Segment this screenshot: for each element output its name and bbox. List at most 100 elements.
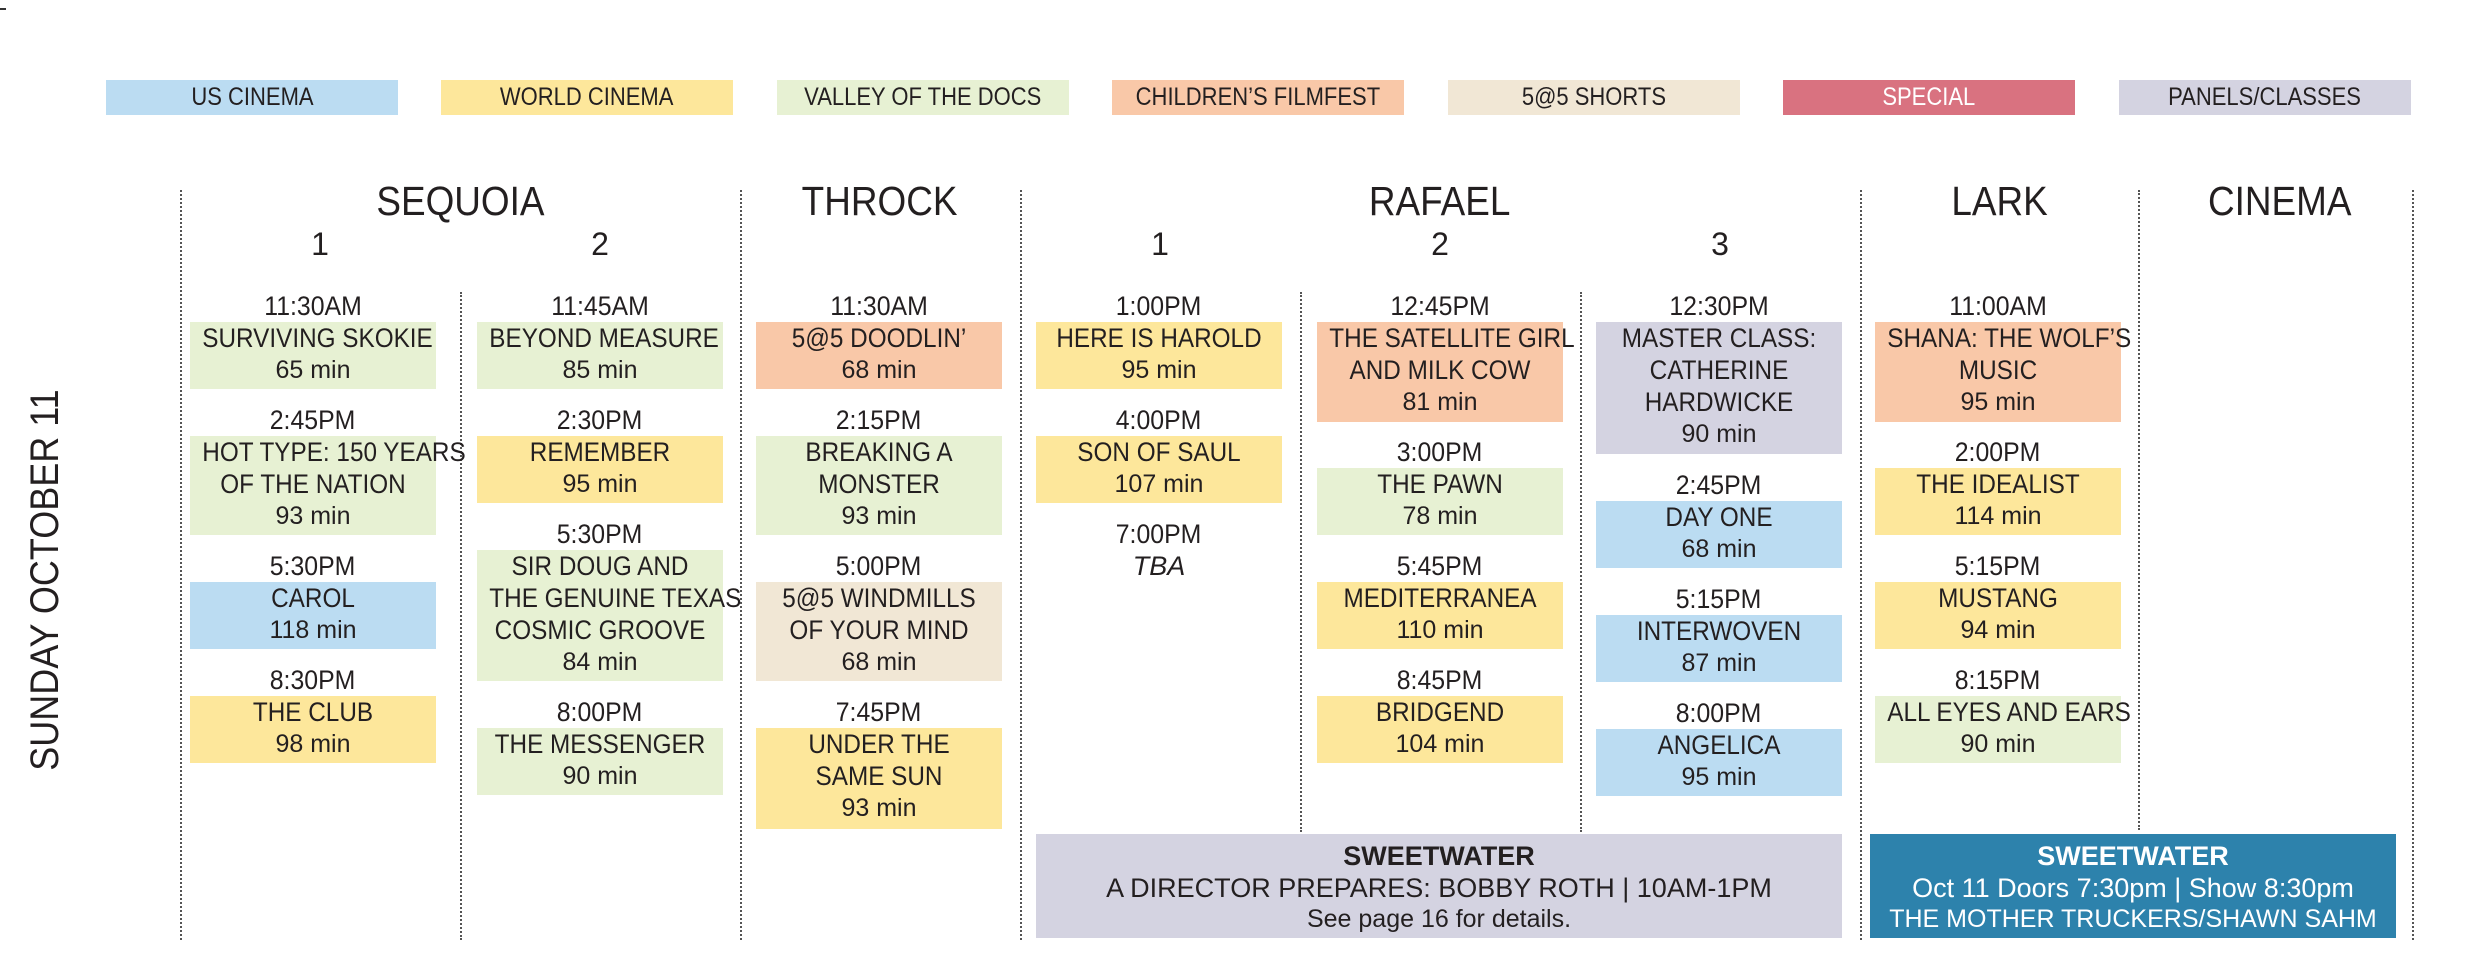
banner-line: A DIRECTOR PREPARES: BOBBY ROTH | 10AM-1…: [1106, 873, 1772, 903]
showtime: 11:45AM: [551, 291, 649, 321]
film-duration: 95 min: [1960, 388, 2036, 416]
film-title: BREAKING A: [805, 437, 953, 467]
film-block[interactable]: MUSTANG 94 min: [1875, 582, 2121, 649]
film-block[interactable]: THE IDEALIST 114 min: [1875, 468, 2121, 535]
film-block[interactable]: REMEMBER 95 min: [477, 436, 723, 503]
film-title: OF THE NATION: [220, 469, 406, 499]
film-block[interactable]: UNDER THE SAME SUN 93 min: [756, 728, 1002, 829]
divider: [180, 190, 182, 940]
sweetwater-concert-banner[interactable]: SWEETWATER Oct 11 Doors 7:30pm | Show 8:…: [1870, 834, 2396, 938]
sweetwater-class-banner[interactable]: SWEETWATER A DIRECTOR PREPARES: BOBBY RO…: [1036, 834, 1842, 938]
film-duration: 107 min: [1114, 470, 1204, 498]
divider: [2412, 190, 2414, 940]
showtime: 12:30PM: [1669, 291, 1769, 321]
film-title: OF YOUR MIND: [789, 615, 969, 645]
film-title: SIR DOUG AND: [511, 551, 689, 581]
film-block[interactable]: THE CLUB 98 min: [190, 696, 436, 763]
venue-cinema: CINEMA: [2208, 178, 2352, 224]
film-block[interactable]: THE PAWN 78 min: [1317, 468, 1563, 535]
film-block[interactable]: BRIDGEND 104 min: [1317, 696, 1563, 763]
film-duration: 95 min: [562, 470, 638, 498]
screen-sequoia-2: 2: [591, 226, 609, 262]
film-block[interactable]: BEYOND MEASURE 85 min: [477, 322, 723, 389]
divider: [740, 190, 742, 940]
divider: [1580, 292, 1582, 832]
film-title: BEYOND MEASURE: [489, 323, 719, 353]
film-block[interactable]: MEDITERRANEA 110 min: [1317, 582, 1563, 649]
screen-rafael-3: 3: [1711, 226, 1729, 262]
film-block[interactable]: SIR DOUG AND THE GENUINE TEXAS COSMIC GR…: [477, 550, 741, 681]
banner-note: THE MOTHER TRUCKERS/SHAWN SAHM: [1889, 905, 2377, 933]
film-title: BRIDGEND: [1375, 697, 1505, 727]
screen-rafael-1: 1: [1151, 226, 1169, 262]
showtime: 11:00AM: [1949, 291, 2047, 321]
showtime: 11:30AM: [264, 291, 362, 321]
showtime: 8:30PM: [270, 665, 356, 695]
film-block[interactable]: SHANA: THE WOLF’S MUSIC 95 min: [1875, 322, 2131, 422]
film-block[interactable]: 5@5 WINDMILLS OF YOUR MIND 68 min: [756, 582, 1002, 681]
film-duration: 118 min: [269, 616, 357, 644]
venue-throck: THROCK: [802, 178, 958, 224]
film-title: MEDITERRANEA: [1343, 583, 1537, 613]
film-block[interactable]: ALL EYES AND EARS 90 min: [1875, 696, 2131, 763]
film-duration: 65 min: [275, 356, 351, 384]
film-title: THE SATELLITE GIRL: [1329, 323, 1575, 353]
film-title: MONSTER: [818, 469, 940, 499]
film-block[interactable]: THE SATELLITE GIRL AND MILK COW 81 min: [1317, 322, 1575, 422]
showtime: 5:15PM: [1676, 584, 1762, 614]
showtime: 4:00PM: [1116, 405, 1202, 435]
film-title: INTERWOVEN: [1636, 616, 1802, 646]
legend-world-cinema: WORLD CINEMA: [441, 80, 733, 115]
film-title: DAY ONE: [1665, 502, 1773, 532]
film-title: ALL EYES AND EARS: [1887, 697, 2131, 727]
film-title: AND MILK COW: [1349, 355, 1531, 385]
film-duration: 95 min: [1121, 356, 1197, 384]
film-block[interactable]: SON OF SAUL 107 min: [1036, 436, 1282, 503]
film-title: 5@5 WINDMILLS: [782, 583, 976, 613]
showtime: 3:00PM: [1397, 437, 1483, 467]
film-block[interactable]: MASTER CLASS: CATHERINE HARDWICKE 90 min: [1596, 322, 1842, 454]
film-title: SAME SUN: [815, 761, 943, 791]
film-block[interactable]: INTERWOVEN 87 min: [1596, 615, 1842, 682]
divider: [1860, 190, 1862, 940]
film-block[interactable]: THE MESSENGER 90 min: [477, 728, 723, 795]
showtime: 8:00PM: [1676, 698, 1762, 728]
film-title: MASTER CLASS:: [1621, 323, 1817, 353]
film-duration: 104 min: [1395, 730, 1485, 758]
film-duration: 95 min: [1681, 763, 1757, 791]
film-duration: 68 min: [841, 356, 917, 384]
film-block[interactable]: 5@5 DOODLIN’ 68 min: [756, 322, 1002, 389]
film-duration: 90 min: [562, 762, 638, 790]
showtime: 5:15PM: [1955, 551, 2041, 581]
film-title: THE IDEALIST: [1916, 469, 2080, 499]
showtime: 1:00PM: [1116, 291, 1202, 321]
film-duration: 90 min: [1681, 420, 1757, 448]
film-title: UNDER THE: [808, 729, 950, 759]
film-duration: 110 min: [1396, 616, 1484, 644]
legend-valley-of-the-docs: VALLEY OF THE DOCS: [777, 80, 1069, 115]
legend-panels-classes: PANELS/CLASSES: [2119, 80, 2411, 115]
film-duration: 84 min: [562, 648, 638, 676]
film-block[interactable]: CAROL 118 min: [190, 582, 436, 649]
film-block[interactable]: SURVIVING SKOKIE 65 min: [190, 322, 436, 389]
showtime: 5:30PM: [557, 519, 643, 549]
film-duration: 87 min: [1681, 649, 1757, 677]
film-block[interactable]: BREAKING A MONSTER 93 min: [756, 436, 1002, 535]
showtime: 2:45PM: [270, 405, 356, 435]
banner-note: See page 16 for details.: [1306, 905, 1572, 933]
film-title: CATHERINE: [1649, 355, 1789, 385]
film-duration: 90 min: [1960, 730, 2036, 758]
corner-mark: [0, 8, 6, 10]
film-block[interactable]: HERE IS HAROLD 95 min: [1036, 322, 1282, 389]
film-block[interactable]: HOT TYPE: 150 YEARS OF THE NATION 93 min: [190, 436, 466, 535]
film-duration: 93 min: [275, 502, 351, 530]
venue-sequoia: SEQUOIA: [375, 178, 545, 224]
film-title: THE CLUB: [252, 697, 374, 727]
film-title: THE PAWN: [1377, 469, 1503, 499]
film-block[interactable]: ANGELICA 95 min: [1596, 729, 1842, 796]
film-block[interactable]: DAY ONE 68 min: [1596, 501, 1842, 568]
film-title: HERE IS HAROLD: [1056, 323, 1262, 353]
showtime: 7:00PM: [1116, 519, 1202, 549]
film-title: MUSIC: [1958, 355, 2038, 385]
venue-lark: LARK: [1951, 178, 2049, 224]
